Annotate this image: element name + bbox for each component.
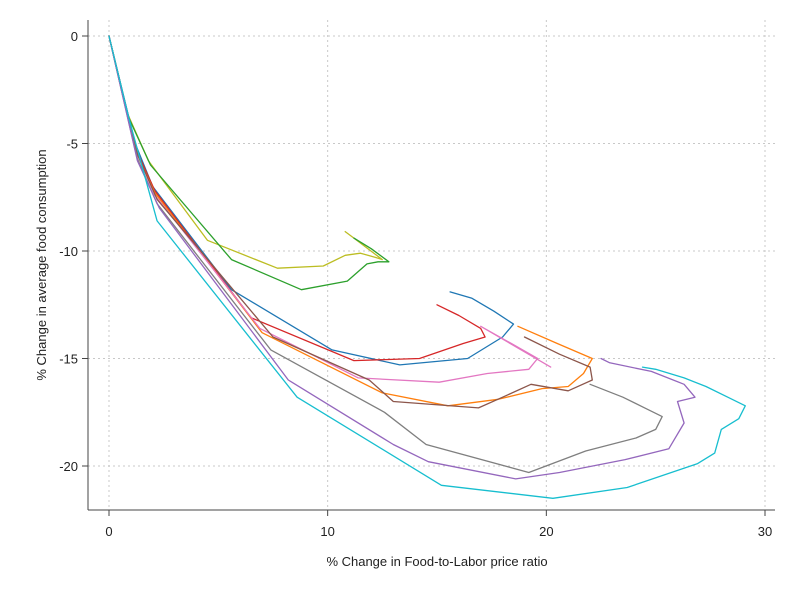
x-tick-label-2: 20 [539,524,553,539]
gridlines [88,20,775,510]
tick-labels: 0 10 20 30 0 -5 -10 -15 -20 [59,29,772,539]
y-tick-label-1: -5 [66,137,78,152]
y-tick-label-3: -15 [59,352,78,367]
series-line-5 [108,35,593,407]
axes [82,20,775,516]
series-line-6 [108,35,552,383]
series-line-9 [108,35,696,480]
series-line-8 [108,35,663,474]
series-line-1 [108,35,383,269]
x-tick-label-1: 10 [320,524,334,539]
x-tick-label-3: 30 [758,524,772,539]
y-axis-label: % Change in average food consumption [34,149,49,380]
series-line-2 [108,35,390,291]
series-line-10 [108,35,746,499]
y-tick-label-4: -20 [59,459,78,474]
series-line-4 [108,35,486,362]
series-lines [108,35,746,499]
series-line-7 [108,35,593,409]
y-tick-label-0: 0 [71,29,78,44]
y-tick-label-2: -10 [59,244,78,259]
x-tick-label-0: 0 [105,524,112,539]
x-axis-label: % Change in Food-to-Labor price ratio [326,554,547,569]
series-line-3 [108,35,515,366]
